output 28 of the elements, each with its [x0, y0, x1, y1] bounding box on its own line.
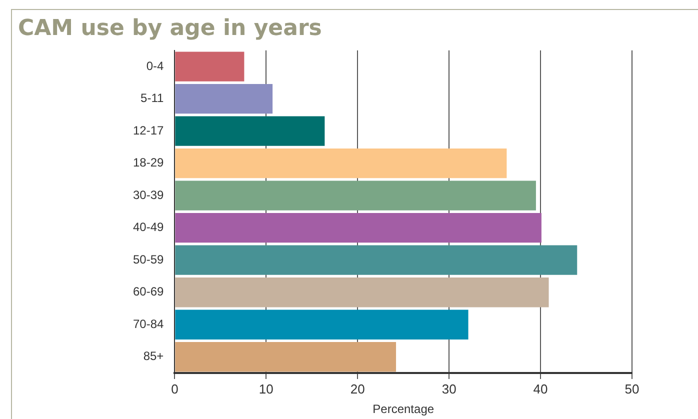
bar	[175, 212, 542, 243]
x-tick-label: 40	[533, 381, 548, 396]
chart-title: CAM use by age in years	[18, 16, 322, 41]
y-tick-label: 85+	[143, 349, 164, 364]
y-tick-label: 50-59	[132, 252, 164, 266]
bar	[175, 245, 578, 275]
x-tick-label: 10	[258, 381, 274, 396]
y-tick-label: 18-29	[132, 156, 164, 170]
x-tick-label: 30	[442, 381, 456, 396]
x-axis-title: Percentage	[372, 402, 434, 416]
y-tick-label: 0-4	[146, 58, 164, 73]
y-tick-label: 60-69	[132, 284, 164, 299]
bar	[175, 278, 549, 308]
y-tick-label: 40-49	[132, 220, 164, 234]
bar	[175, 84, 273, 114]
x-tick-label: 50	[624, 381, 640, 396]
y-tick-label: 5-11	[140, 91, 164, 106]
y-tick-label: 12-17	[132, 123, 164, 138]
bar	[175, 310, 468, 340]
bar	[175, 52, 244, 82]
x-tick-label: 20	[350, 381, 365, 396]
bar	[175, 342, 396, 372]
bar	[175, 148, 507, 178]
bar	[175, 116, 325, 146]
y-tick-label: 70-84	[132, 316, 164, 331]
x-tick-label: 0	[171, 381, 178, 396]
bar	[175, 180, 536, 210]
y-tick-label: 30-39	[132, 188, 164, 202]
